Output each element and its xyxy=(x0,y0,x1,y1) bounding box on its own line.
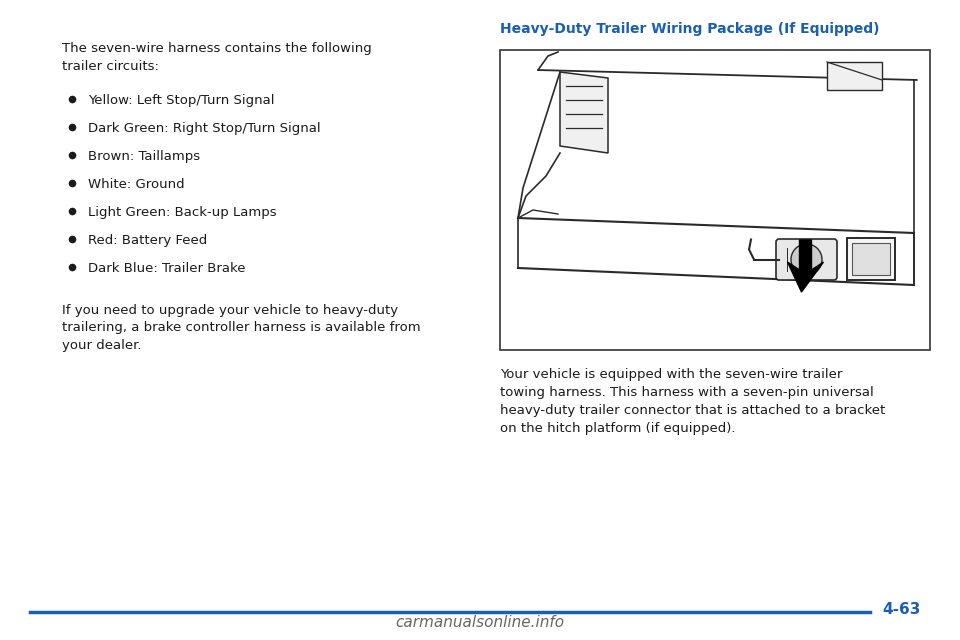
Polygon shape xyxy=(560,72,608,153)
Text: Dark Green: Right Stop/Turn Signal: Dark Green: Right Stop/Turn Signal xyxy=(88,122,321,135)
Text: Yellow: Left Stop/Turn Signal: Yellow: Left Stop/Turn Signal xyxy=(88,94,275,107)
Text: Your vehicle is equipped with the seven-wire trailer
towing harness. This harnes: Your vehicle is equipped with the seven-… xyxy=(500,368,885,435)
Polygon shape xyxy=(787,240,824,292)
Text: carmanualsonline.info: carmanualsonline.info xyxy=(396,615,564,630)
Text: Heavy-Duty Trailer Wiring Package (If Equipped): Heavy-Duty Trailer Wiring Package (If Eq… xyxy=(500,22,879,36)
Text: Brown: Taillamps: Brown: Taillamps xyxy=(88,150,200,163)
Text: Red: Battery Feed: Red: Battery Feed xyxy=(88,234,207,247)
Bar xyxy=(827,62,882,90)
Text: Light Green: Back-up Lamps: Light Green: Back-up Lamps xyxy=(88,206,276,219)
Bar xyxy=(852,243,890,275)
FancyBboxPatch shape xyxy=(776,239,837,280)
Text: Dark Blue: Trailer Brake: Dark Blue: Trailer Brake xyxy=(88,262,246,275)
FancyBboxPatch shape xyxy=(847,238,895,280)
Bar xyxy=(500,50,930,350)
Text: The seven-wire harness contains the following
trailer circuits:: The seven-wire harness contains the foll… xyxy=(62,42,372,72)
Text: White: Ground: White: Ground xyxy=(88,178,184,191)
Text: 4-63: 4-63 xyxy=(882,602,921,618)
Text: If you need to upgrade your vehicle to heavy-duty
trailering, a brake controller: If you need to upgrade your vehicle to h… xyxy=(62,304,420,352)
Circle shape xyxy=(791,244,822,275)
